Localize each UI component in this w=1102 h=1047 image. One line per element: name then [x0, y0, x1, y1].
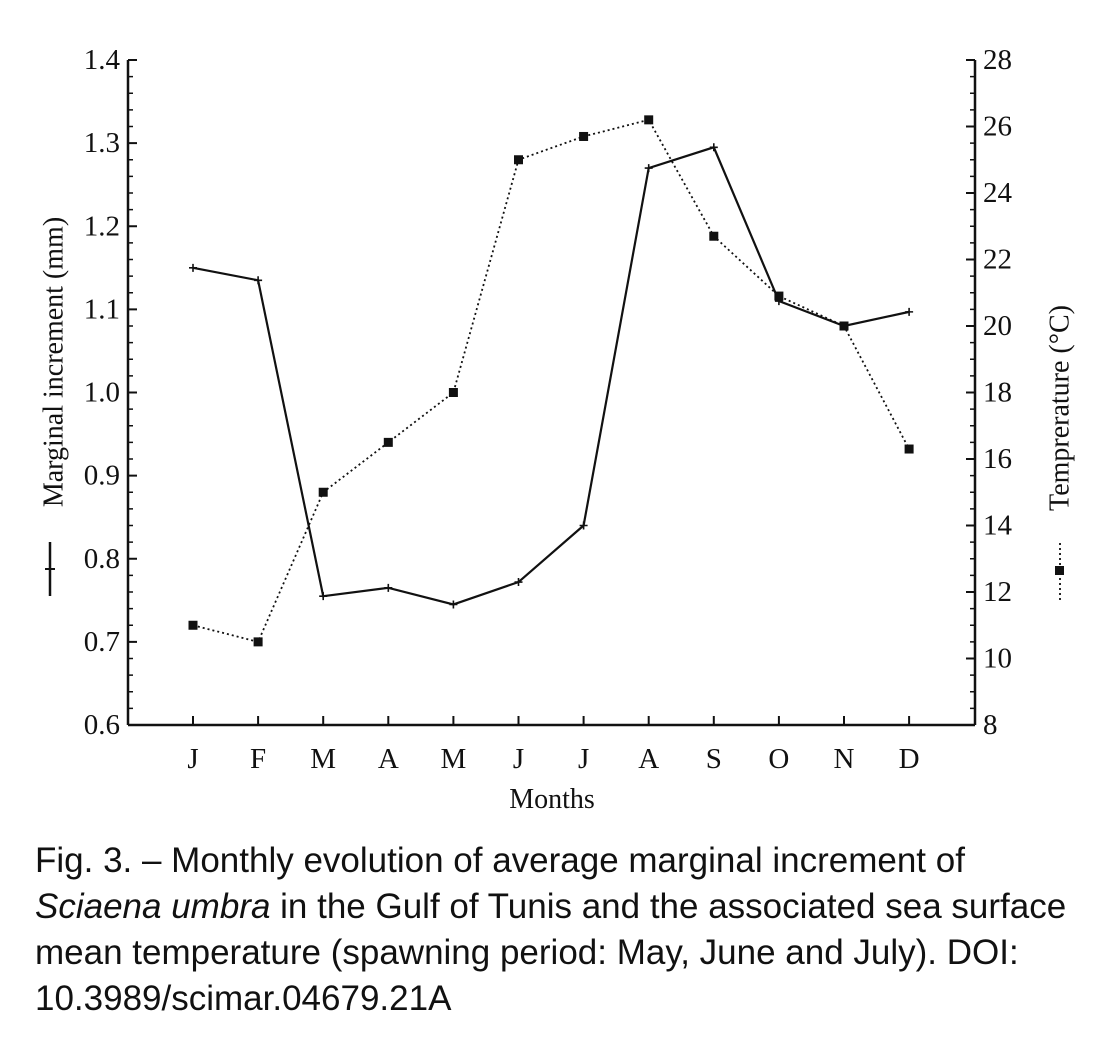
x-tick-label: S	[706, 743, 722, 775]
right-axis-title-group: Temprerature (°C)	[1044, 305, 1075, 511]
caption-prefix: Fig. 3. – Monthly evolution of average m…	[35, 841, 965, 880]
temperature-marker	[904, 444, 914, 454]
right-tick-label: 8	[983, 709, 998, 741]
x-tick-label: J	[513, 743, 524, 775]
left-tick-label: 1.4	[84, 44, 121, 76]
temperature-marker	[579, 131, 589, 141]
temperature-line	[192, 118, 910, 643]
x-tick-label: N	[834, 743, 855, 775]
left-tick-label: 1.2	[84, 210, 120, 242]
left-axis-title: Marginal increment (mm)	[38, 217, 69, 507]
left-tick-label: 0.6	[84, 709, 120, 741]
temperature-marker	[644, 115, 654, 125]
marginal_increment-line	[192, 145, 910, 606]
x-tick-label: J	[187, 743, 198, 775]
marginal_increment-marker	[449, 600, 458, 609]
temperature-marker	[383, 437, 393, 447]
left-axis-ticks: 0.6 0.7 0.8 0.9 1.0 1.1 1.2 1.3 1.4	[84, 44, 137, 741]
marginal_increment-marker	[319, 592, 328, 601]
caption-species: Sciaena umbra	[35, 887, 271, 926]
right-tick-label: 26	[983, 111, 1012, 143]
right-tick-label: 24	[983, 177, 1013, 209]
temperature-marker	[188, 620, 198, 630]
legend-square-marker	[1055, 566, 1064, 575]
temperature-marker	[514, 155, 523, 165]
marginal_increment-marker	[644, 164, 653, 173]
left-tick-label: 1.1	[84, 293, 120, 325]
marginal_increment-marker	[189, 263, 197, 272]
marginal_increment-marker	[709, 143, 718, 152]
marginal_increment-marker	[254, 276, 263, 285]
right-axis-ticks: 8 10 12 14 16 18 20 22 24 26 28	[966, 44, 1013, 741]
x-tick-label: D	[899, 743, 920, 775]
right-tick-label: 16	[983, 443, 1012, 475]
x-tick-label: M	[441, 743, 467, 775]
x-tick-label: J	[578, 743, 589, 775]
x-tick-label: O	[768, 743, 789, 775]
line-chart: 0.6 0.7 0.8 0.9 1.0 1.1 1.2 1.3 1.4 8 10 12 14 16 18 2…	[38, 44, 1075, 815]
legend-marginal-increment	[45, 542, 55, 596]
temperature-marker	[448, 388, 458, 397]
right-tick-label: 10	[983, 643, 1012, 675]
x-tick-label: A	[378, 743, 399, 775]
temperature-marker	[839, 321, 849, 331]
legend-temperature	[1055, 543, 1064, 600]
temperature-marker	[318, 487, 328, 497]
left-tick-label: 1.3	[84, 127, 120, 159]
right-tick-label: 18	[983, 377, 1012, 409]
marginal_increment-marker	[905, 307, 914, 316]
right-tick-label: 20	[983, 310, 1012, 342]
x-tick-label: A	[638, 743, 659, 775]
temperature-marker	[253, 637, 263, 647]
left-tick-label: 1.0	[84, 377, 120, 409]
marginal_increment-marker	[579, 521, 588, 530]
right-tick-label: 28	[983, 44, 1012, 76]
marginal_increment-marker	[514, 578, 523, 587]
x-axis-title: Months	[509, 784, 595, 815]
x-tick-label: F	[250, 743, 266, 775]
temperature-marker	[709, 231, 719, 241]
right-tick-label: 14	[983, 510, 1013, 542]
figure-caption: Fig. 3. – Monthly evolution of average m…	[35, 838, 1085, 1022]
marginal_increment-marker	[384, 583, 393, 592]
left-axis-title-group: Marginal increment (mm)	[38, 217, 69, 507]
left-tick-label: 0.9	[84, 460, 120, 492]
left-tick-label: 0.7	[84, 626, 120, 658]
right-tick-label: 12	[983, 576, 1012, 608]
series-layer	[188, 115, 914, 647]
temperature-marker	[774, 291, 784, 301]
caption-suffix: in the Gulf of Tunis and the associated …	[35, 887, 1067, 1018]
x-tick-label: M	[310, 743, 336, 775]
right-tick-label: 22	[983, 244, 1012, 276]
right-axis-title: Temprerature (°C)	[1044, 305, 1075, 511]
left-tick-label: 0.8	[84, 543, 120, 575]
